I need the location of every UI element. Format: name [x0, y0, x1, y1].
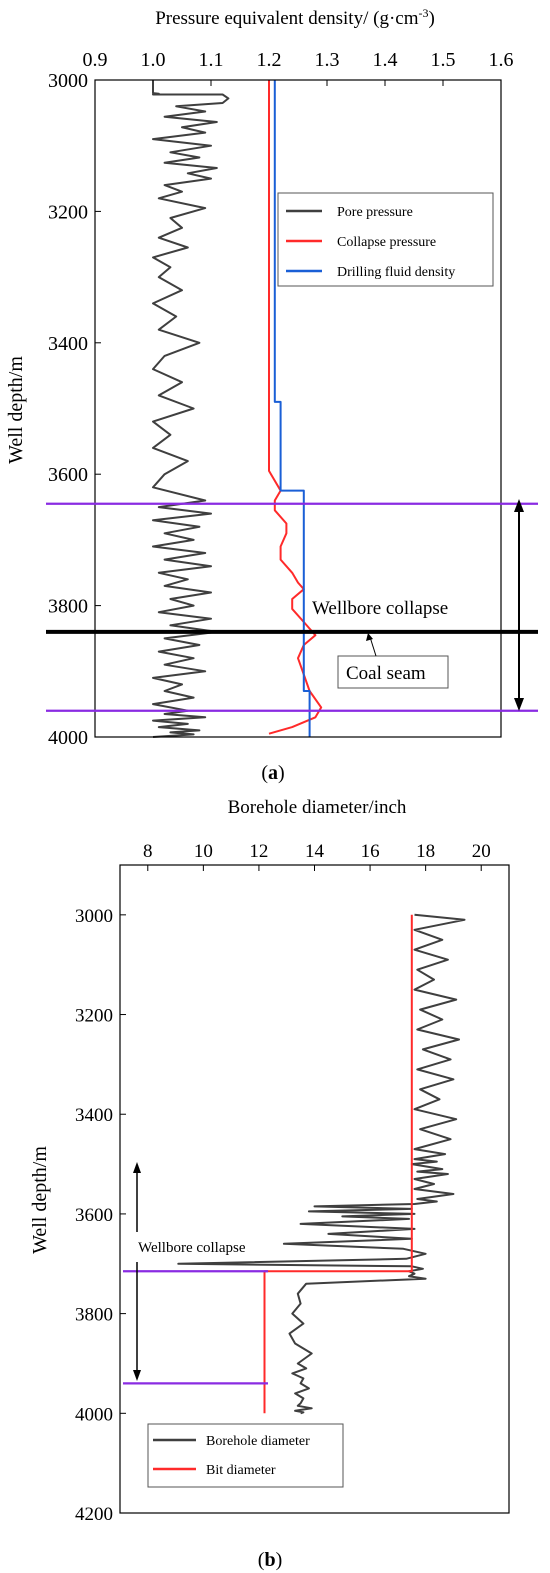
panel-a-label: (a) — [261, 762, 284, 784]
panel-a-coal-seam-box — [337, 655, 449, 689]
panel-b-legend-label-borehole: Borehole diameter — [206, 1434, 310, 1449]
panel-a-series-drilling-fluid-density — [273, 80, 311, 737]
panel-a-series-pore-pressure — [152, 80, 230, 738]
panel-a-annotation-wellbore-collapse: Wellbore collapse — [312, 598, 448, 619]
panel-b-x-ticks: 8 10 12 14 16 18 20 — [143, 841, 491, 871]
panel-a-x-ticks: 0.9 1.0 1.1 1.2 1.3 1.4 1.5 1.6 — [83, 49, 514, 86]
panel-a-y-tick-label: 3000 — [48, 70, 88, 92]
panel-b: Borehole diameter/inch 8 10 12 14 16 18 20 300… — [29, 797, 510, 1571]
panel-b-legend-box — [147, 1423, 344, 1488]
panel-b-x-tick-label: 20 — [472, 841, 491, 862]
panel-a-x-tick-label: 1.6 — [489, 49, 514, 71]
panel-b-collapse-arrowhead-bottom — [133, 1370, 141, 1381]
panel-b-y-ticks: 3000 3200 3400 3600 3800 4000 4200 — [75, 906, 126, 1525]
panel-b-x-tick-label: 12 — [249, 841, 268, 862]
panel-a-y-ticks: 3000 3200 3400 3600 3800 4000 — [48, 70, 101, 749]
panel-b-y-tick-label: 3200 — [75, 1006, 113, 1027]
panel-b-label: (b) — [258, 1549, 282, 1571]
panel-a-x-tick-label: 1.0 — [141, 49, 166, 71]
panel-a-x-tick-label: 1.4 — [373, 49, 398, 71]
panel-a-series — [152, 80, 323, 738]
panel-b-frame — [119, 864, 510, 1514]
panel-a-x-tick-label: 1.3 — [315, 49, 340, 71]
panel-b-y-tick-label: 3600 — [75, 1205, 113, 1226]
panel-a-legend: Pore pressure Collapse pressure Drilling… — [277, 192, 494, 287]
panel-a-coal-seam-pointer — [369, 636, 377, 657]
panel-b-y-tick-label: 3800 — [75, 1305, 113, 1326]
panel-b-series-borehole-diameter — [177, 913, 466, 1415]
panel-a-y-tick-label: 3200 — [48, 201, 88, 223]
panel-a: Pressure equivalent density/ (g·cm-3) 0.… — [5, 6, 538, 784]
panel-a-y-tick-label: 3600 — [48, 464, 88, 486]
panel-a-annotation-coal-seam: Coal seam — [346, 663, 426, 684]
panel-a-ylabel: Well depth/m — [5, 356, 27, 464]
panel-a-reference-lines — [46, 502, 538, 712]
panel-b-legend: Borehole diameter Bit diameter — [147, 1423, 344, 1488]
panel-a-collapse-arrowhead-top — [514, 499, 524, 512]
panel-b-ylabel: Well depth/m — [29, 1146, 51, 1254]
panel-a-x-tick-label: 0.9 — [83, 49, 108, 71]
panel-a-y-tick-label: 4000 — [48, 727, 88, 749]
panel-a-x-tick-label: 1.1 — [199, 49, 224, 71]
panel-b-annotation-wellbore-collapse: Wellbore collapse — [138, 1240, 246, 1256]
panel-b-collapse-arrowhead-top — [133, 1162, 141, 1173]
panel-a-x-tick-label: 1.5 — [431, 49, 456, 71]
panel-b-series-bit-diameter — [263, 914, 413, 1414]
panel-b-x-tick-label: 16 — [361, 841, 380, 862]
panel-a-legend-label-collapse: Collapse pressure — [337, 235, 436, 250]
panel-a-xlabel: Pressure equivalent density/ (g·cm-3) — [155, 6, 435, 29]
panel-a-series-collapse-pressure — [268, 80, 323, 735]
panel-b-x-tick-label: 18 — [416, 841, 435, 862]
panel-a-x-tick-label: 1.2 — [257, 49, 282, 71]
panel-b-legend-label-bit: Bit diameter — [206, 1463, 276, 1478]
panel-a-y-tick-label: 3800 — [48, 596, 88, 618]
panel-a-collapse-arrowhead-bottom — [514, 698, 524, 711]
panel-a-coal-seam-arrowhead — [366, 633, 373, 641]
panel-b-y-tick-label: 4000 — [75, 1404, 113, 1425]
panel-a-legend-label-fluid: Drilling fluid density — [337, 265, 455, 280]
panel-b-series — [177, 913, 466, 1415]
panel-b-reference-lines — [123, 1270, 268, 1385]
panel-b-y-tick-label: 3400 — [75, 1105, 113, 1126]
panel-b-xlabel: Borehole diameter/inch — [228, 797, 407, 818]
panel-a-frame — [94, 79, 502, 738]
panel-b-y-tick-label: 4200 — [75, 1504, 113, 1525]
panel-b-x-tick-label: 8 — [143, 841, 153, 862]
panel-b-x-tick-label: 14 — [305, 841, 325, 862]
panel-b-x-tick-label: 10 — [194, 841, 213, 862]
panel-a-legend-label-pore: Pore pressure — [337, 205, 413, 220]
panel-b-y-tick-label: 3000 — [75, 906, 113, 927]
panel-a-y-tick-label: 3400 — [48, 333, 88, 355]
